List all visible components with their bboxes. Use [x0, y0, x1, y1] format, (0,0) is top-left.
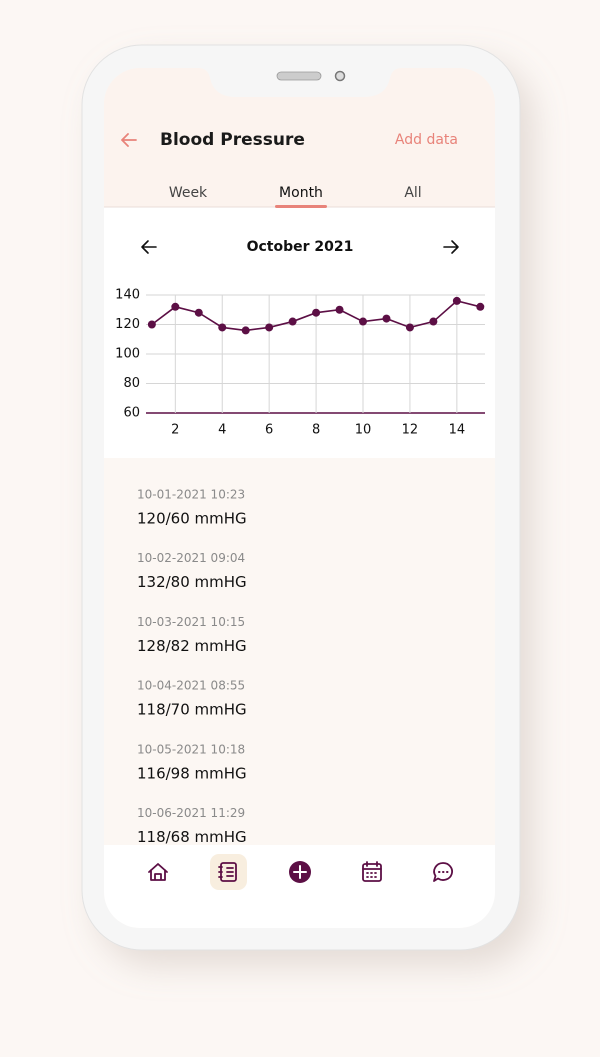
- screen-area: [104, 68, 495, 928]
- entry-time: 10-05-2021 10:18: [137, 742, 245, 756]
- data-point: [476, 302, 485, 311]
- x-tick-label: 4: [218, 423, 226, 438]
- chart-bg: [104, 207, 495, 458]
- nav-bar: [104, 845, 495, 928]
- x-tick-label: 2: [171, 423, 179, 438]
- notch: [198, 68, 402, 97]
- data-point: [405, 323, 414, 332]
- data-point: [265, 323, 274, 332]
- nav-home[interactable]: [148, 863, 168, 881]
- entry-time: 10-06-2021 11:29: [137, 806, 245, 820]
- chart-title: October 2021: [247, 239, 354, 255]
- y-tick-label: 140: [115, 288, 140, 303]
- back-button[interactable]: [121, 133, 137, 147]
- x-tick-label: 12: [402, 423, 419, 438]
- entry-list: 10-01-2021 10:23 120/60 mmHG 10-02-2021 09…: [137, 488, 247, 846]
- entry-reading: 118/70 mmHG: [137, 701, 247, 719]
- entry-reading: 132/80 mmHG: [137, 573, 247, 591]
- nav-calendar[interactable]: [362, 861, 382, 882]
- data-point: [147, 320, 156, 329]
- x-tick-label: 6: [265, 423, 273, 438]
- x-tick-label: 8: [312, 423, 320, 438]
- tab[interactable]: All: [404, 185, 421, 201]
- entry-time: 10-02-2021 09:04: [137, 551, 245, 565]
- y-tick-label: 120: [115, 317, 140, 332]
- y-tick-label: 80: [123, 376, 140, 391]
- y-tick-label: 100: [115, 347, 140, 362]
- nav-add[interactable]: [289, 861, 311, 883]
- entry-time: 10-03-2021 10:15: [137, 615, 245, 629]
- entry-time: 10-01-2021 10:23: [137, 488, 245, 502]
- nav-records[interactable]: [210, 854, 247, 890]
- data-point: [429, 317, 438, 326]
- next-month[interactable]: [443, 240, 459, 254]
- entry-reading: 116/98 mmHG: [137, 764, 247, 782]
- data-point: [452, 296, 461, 305]
- prev-month[interactable]: [141, 240, 157, 254]
- camera: [334, 70, 346, 82]
- data-point: [335, 305, 344, 314]
- tab-indicator: [275, 205, 327, 208]
- data-point: [194, 308, 203, 317]
- entry-reading: 128/82 mmHG: [137, 637, 247, 655]
- add-data-button[interactable]: Add data: [395, 132, 458, 148]
- y-tick-label: 60: [123, 406, 140, 421]
- tab[interactable]: Week: [169, 185, 208, 201]
- data-point: [382, 314, 391, 323]
- page-title: Blood Pressure: [160, 130, 305, 150]
- chart: 60 80 100 120 140 2 4 6 8 10 12 14: [115, 288, 485, 438]
- data-point: [218, 323, 227, 332]
- data-point: [312, 308, 321, 317]
- data-point: [241, 326, 250, 335]
- entry-reading: 120/60 mmHG: [137, 510, 247, 528]
- x-tick-label: 10: [355, 423, 372, 438]
- data-point: [171, 302, 180, 311]
- speaker: [276, 71, 322, 81]
- data-point: [288, 317, 297, 326]
- nav-chat[interactable]: [433, 862, 453, 882]
- tab[interactable]: Month: [279, 185, 323, 201]
- entry-reading: 118/68 mmHG: [137, 828, 247, 846]
- x-tick-label: 14: [449, 423, 466, 438]
- data-point: [359, 317, 368, 326]
- entry-time: 10-04-2021 08:55: [137, 679, 245, 693]
